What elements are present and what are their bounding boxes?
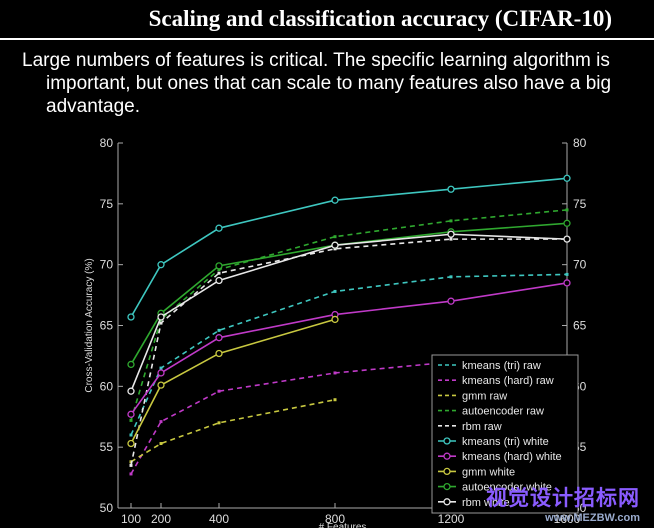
data-point-kmeans-tri-raw [217, 328, 221, 332]
legend-entry-label: rbm white [462, 497, 510, 509]
series-line-gmm-raw [130, 398, 336, 463]
body-line-1: Large numbers of features is critical. T… [22, 50, 610, 71]
y-tick-label-left: 55 [100, 440, 114, 454]
legend-box [431, 354, 579, 514]
data-point-gmm-white [331, 315, 339, 324]
legend-marker [443, 498, 451, 506]
y-tick-label-left: 65 [100, 319, 114, 333]
data-point-autoencoder-white [127, 360, 135, 369]
series-line-autoencoder-white [130, 222, 568, 365]
legend-entry-label: kmeans (tri) raw [462, 360, 541, 372]
legend-entry-label: gmm raw [462, 390, 507, 402]
data-point-gmm-white [215, 349, 223, 358]
body-line-3: advantage. [46, 96, 141, 117]
legend-entry-label: kmeans (tri) white [462, 436, 549, 448]
data-point-kmeans-tri-white [215, 224, 223, 232]
x-tick-label: 100 [121, 512, 141, 526]
y-tick-label-right: 75 [573, 197, 587, 211]
data-point-kmeans-hard-white [447, 297, 455, 305]
data-point-rbm-raw [159, 321, 163, 325]
data-point-rbm-white [563, 235, 571, 243]
legend-entry-label: autoencoder white [462, 482, 552, 494]
watermark-line-1: 视觉设计招标网 [486, 487, 640, 510]
y-tick-label-right: 80 [573, 136, 587, 150]
data-point-autoencoder-raw [565, 208, 569, 212]
data-point-rbm-raw [129, 463, 133, 467]
x-tick-label: 200 [151, 512, 171, 526]
y-tick-label-left: 80 [100, 136, 114, 150]
data-point-kmeans-hard-white [157, 369, 165, 377]
data-point-rbm-raw [217, 271, 221, 275]
data-point-autoencoder-white [563, 219, 571, 227]
data-point-kmeans-hard-raw [217, 389, 221, 393]
series-line-kmeans-tri-white [130, 177, 568, 318]
data-point-kmeans-tri-white [157, 261, 165, 269]
data-point-kmeans-tri-raw [159, 366, 163, 370]
y-tick-label-left: 50 [100, 501, 114, 515]
data-point-gmm-raw [159, 442, 163, 446]
y-axis-label: Cross-Validation Accuracy (%) [84, 258, 95, 392]
legend-entry-label: kmeans (hard) white [462, 451, 562, 463]
y-tick-label-left: 60 [100, 379, 114, 393]
y-tick-label-right: 70 [573, 258, 587, 272]
data-point-kmeans-hard-white [215, 334, 223, 342]
data-point-kmeans-hard-raw [333, 371, 337, 375]
x-tick-label: 1200 [438, 512, 465, 526]
legend-marker [443, 467, 451, 476]
legend-entry-label: kmeans (hard) raw [462, 375, 554, 387]
legend-marker [443, 482, 451, 491]
watermark: 视觉设计招标网 www.MEZBW.com [486, 482, 640, 524]
slide-title: Scaling and classification accuracy (CIF… [148, 6, 612, 31]
data-point-rbm-raw [449, 237, 453, 241]
data-point-rbm-white [157, 313, 165, 321]
data-point-kmeans-tri-white [127, 313, 135, 321]
data-point-rbm-white [331, 241, 339, 249]
series-line-rbm-white [130, 233, 568, 392]
legend-entry-label: rbm raw [462, 421, 502, 433]
y-tick-label-left: 75 [100, 197, 114, 211]
data-point-gmm-white [157, 381, 165, 389]
data-point-autoencoder-raw [333, 235, 337, 239]
series-line-kmeans-hard-white [130, 282, 568, 415]
data-point-autoencoder-raw [129, 418, 133, 422]
data-point-kmeans-tri-raw [449, 275, 453, 279]
data-point-kmeans-hard-white [563, 279, 571, 287]
x-tick-label: 400 [209, 512, 229, 526]
data-point-rbm-white [127, 387, 135, 395]
series-line-kmeans-hard-raw [130, 361, 452, 475]
data-point-kmeans-hard-raw [129, 472, 133, 476]
watermark-line-2: www.MEZBW.com [545, 512, 640, 524]
data-point-kmeans-tri-white [563, 174, 571, 182]
data-point-kmeans-hard-raw [159, 420, 163, 424]
legend-marker [443, 437, 451, 445]
data-point-gmm-white [127, 439, 135, 448]
y-tick-label-left: 70 [100, 258, 114, 272]
data-point-autoencoder-raw [449, 219, 453, 223]
data-point-gmm-raw [333, 398, 337, 402]
data-point-rbm-white [447, 230, 455, 238]
data-point-kmeans-tri-white [331, 196, 339, 204]
series-line-rbm-raw [130, 238, 567, 466]
legend-marker [443, 452, 451, 460]
x-axis-label: # Features [319, 522, 367, 528]
series-line-gmm-white [130, 318, 336, 444]
x-tick-label: 1600 [554, 512, 581, 526]
title-divider [0, 38, 654, 40]
data-point-kmeans-tri-white [447, 185, 455, 193]
data-point-kmeans-tri-raw [333, 289, 337, 293]
slide-body-text: Large numbers of features is critical. T… [22, 49, 632, 118]
data-point-kmeans-tri-raw [565, 272, 569, 276]
data-point-rbm-raw [333, 247, 337, 251]
data-point-autoencoder-white [215, 262, 223, 270]
x-tick-label: 800 [325, 512, 345, 526]
legend-entry-label: autoencoder raw [462, 406, 544, 418]
legend-entry-label: gmm white [462, 466, 515, 478]
data-point-kmeans-tri-raw [129, 433, 133, 437]
data-point-rbm-white [215, 276, 223, 285]
y-tick-label-right: 65 [573, 319, 587, 333]
body-line-2: important, but ones that can scale to ma… [46, 73, 612, 94]
data-point-gmm-raw [217, 421, 221, 425]
data-point-kmeans-hard-white [127, 410, 135, 418]
